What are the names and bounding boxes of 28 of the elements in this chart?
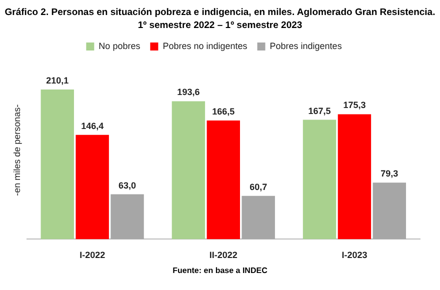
data-label: 79,3 — [380, 168, 398, 179]
chart-title: Gráfico 2. Personas en situación pobreza e indigencia, en miles. Aglomerado Gran Resistencia. — [4, 6, 436, 19]
chart-subtitle: 1º semestre 2022 – 1º semestre 2023 — [136, 19, 304, 32]
data-label: 167,5 — [308, 106, 331, 116]
data-label: 175,3 — [343, 100, 366, 110]
bar — [76, 134, 109, 240]
bar — [302, 120, 336, 240]
data-label: 63,0 — [118, 180, 136, 190]
bar — [40, 89, 74, 240]
data-label: 146,4 — [81, 120, 104, 131]
bar — [206, 120, 240, 240]
bar — [242, 196, 275, 240]
data-label: 166,5 — [212, 106, 235, 117]
bar — [172, 101, 206, 240]
bar — [110, 194, 144, 240]
data-label: 60,7 — [250, 182, 268, 192]
x-tick-label: I-2023 — [342, 250, 368, 260]
legend-label: No pobres — [98, 40, 141, 51]
source-note: Fuente: en base a INDEC — [172, 266, 268, 275]
legend-label: Pobres indigentes — [270, 40, 342, 51]
data-label: 210,1 — [46, 75, 69, 86]
bar — [372, 182, 406, 240]
bar — [338, 114, 372, 240]
data-label: 193,6 — [177, 87, 200, 98]
x-tick-label: I-2022 — [80, 250, 106, 260]
y-axis-title: -en miles de personas- — [12, 104, 22, 196]
legend-label: Pobres no indigentes — [162, 40, 248, 51]
x-tick-label: II-2022 — [209, 250, 238, 260]
